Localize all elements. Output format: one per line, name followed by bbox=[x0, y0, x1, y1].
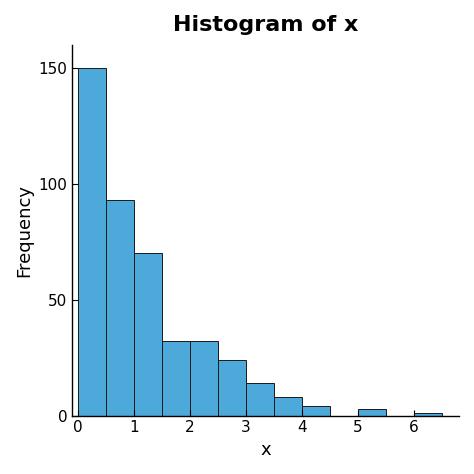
X-axis label: x: x bbox=[260, 441, 271, 459]
Bar bbox=[78, 68, 106, 416]
Bar bbox=[246, 383, 274, 416]
Bar bbox=[106, 200, 134, 416]
Bar bbox=[218, 360, 246, 416]
Bar bbox=[302, 406, 330, 416]
Bar bbox=[358, 409, 386, 416]
Title: Histogram of x: Histogram of x bbox=[173, 15, 358, 35]
Bar bbox=[190, 341, 218, 416]
Bar bbox=[414, 413, 442, 416]
Bar bbox=[274, 397, 302, 416]
Y-axis label: Frequency: Frequency bbox=[15, 184, 33, 277]
Bar bbox=[162, 341, 190, 416]
Bar bbox=[134, 254, 162, 416]
